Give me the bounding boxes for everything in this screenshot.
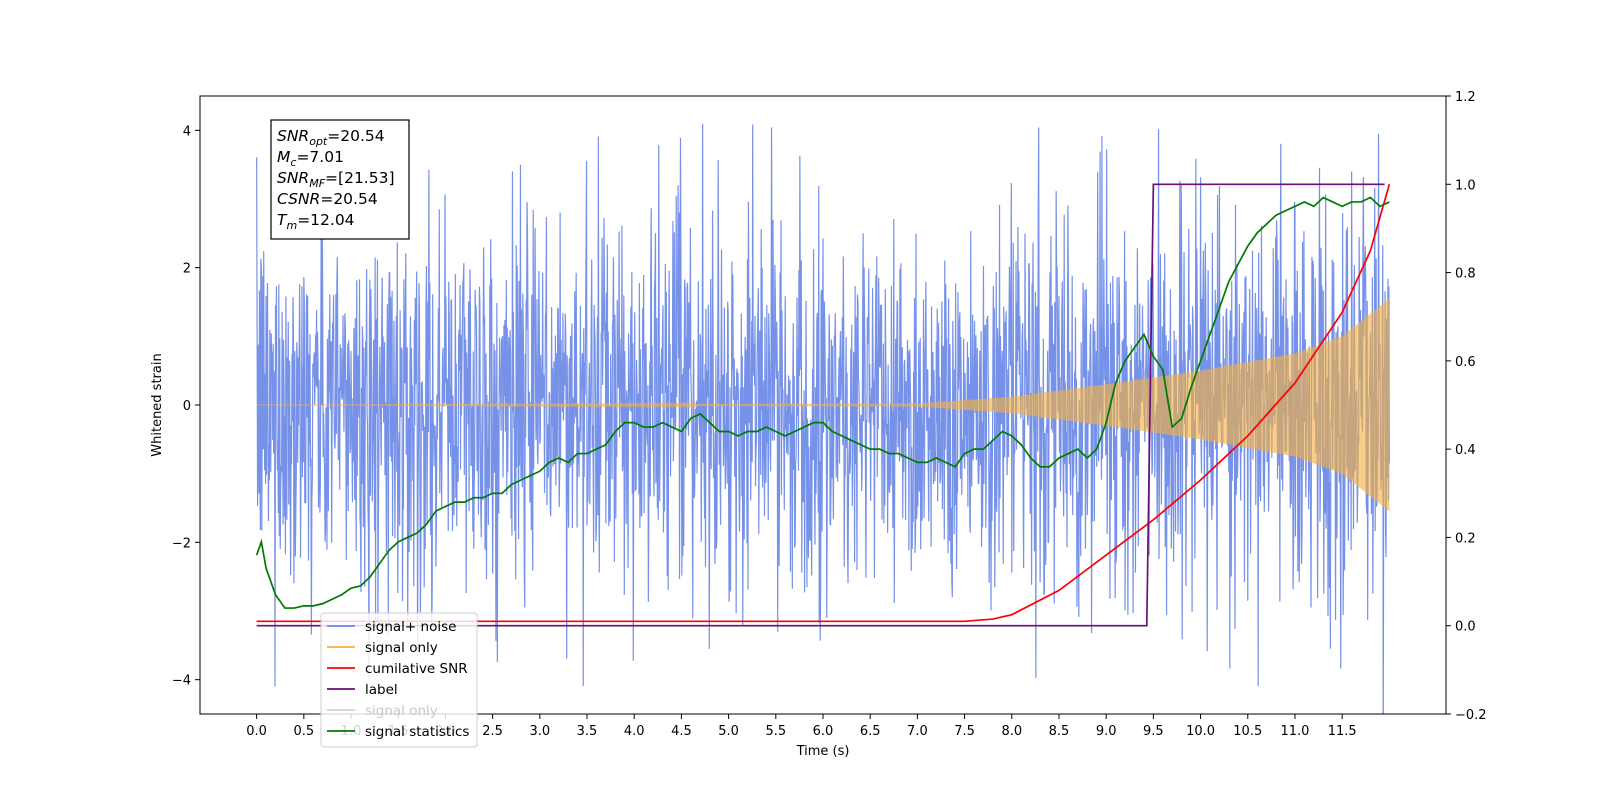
y2-tick-label: 1.2 [1455, 90, 1476, 105]
x-tick-label: 0.0 [246, 724, 267, 739]
y2-tick-label: 0.8 [1455, 267, 1476, 282]
x-tick-label: 0.5 [293, 724, 314, 739]
series-line-signal-statistics [255, 196, 1390, 609]
plot-area [255, 123, 1391, 714]
x-tick-label: 9.0 [1096, 724, 1117, 739]
x-tick-label: 4.5 [671, 724, 692, 739]
legend-frame [320, 612, 478, 748]
legend: signal+ noise signal only cumilative SNR la… [320, 612, 478, 748]
x-tick-label: 7.0 [907, 724, 928, 739]
y-axis-title: Whitened strain [150, 353, 165, 456]
series-line-label [256, 183, 1385, 627]
y2-tick-label: 0.4 [1455, 443, 1476, 458]
y2-tick-label: 1.0 [1455, 178, 1476, 193]
y-tick-label: 2 [183, 262, 191, 277]
y2-tick-label: 0.2 [1455, 531, 1476, 546]
y-axis-left: −4 −2 0 2 4 [172, 124, 200, 689]
info-line: Tm=12.04 [277, 211, 355, 232]
legend-label: label [365, 682, 398, 698]
y-tick-label: −2 [172, 536, 191, 551]
info-box: SNRopt=20.54Mc=7.01SNRMF=[21.53]CSNR=20.… [270, 119, 410, 240]
y2-tick-label: −0.2 [1455, 708, 1487, 723]
series-line-signal-only [256, 298, 1390, 512]
x-tick-label: 5.5 [765, 724, 786, 739]
info-line: SNRopt=20.54 [277, 127, 385, 148]
x-tick-label: 6.0 [813, 724, 834, 739]
info-line: CSNR=20.54 [277, 190, 378, 208]
x-axis-title: Time (s) [796, 744, 850, 759]
info-line: Mc=7.01 [277, 148, 344, 169]
x-tick-label: 8.0 [1001, 724, 1022, 739]
y2-tick-label: 0.0 [1455, 620, 1476, 635]
y-tick-label: −4 [172, 674, 191, 689]
y-tick-label: 4 [183, 124, 191, 139]
series-line-cumilative-snr [256, 184, 1391, 623]
x-tick-label: 9.5 [1143, 724, 1164, 739]
x-tick-label: 5.0 [718, 724, 739, 739]
x-tick-label: 11.0 [1280, 724, 1309, 739]
y2-tick-label: 0.6 [1455, 355, 1476, 370]
x-tick-label: 8.5 [1049, 724, 1070, 739]
info-box-frame [270, 119, 410, 240]
legend-label: signal+ noise [365, 619, 456, 635]
series-line-signal-noise [256, 123, 1390, 714]
x-tick-label: 10.0 [1186, 724, 1215, 739]
legend-label: cumilative SNR [365, 661, 468, 677]
info-line: SNRMF=[21.53] [277, 169, 395, 190]
legend-label: signal only [365, 703, 438, 719]
x-tick-label: 3.5 [577, 724, 598, 739]
y-tick-label: 0 [183, 399, 191, 414]
x-tick-label: 7.5 [954, 724, 975, 739]
x-tick-label: 3.0 [529, 724, 550, 739]
x-tick-label: 10.5 [1233, 724, 1262, 739]
x-tick-label: 11.5 [1328, 724, 1357, 739]
x-tick-label: 6.5 [860, 724, 881, 739]
x-tick-label: 2.5 [482, 724, 503, 739]
x-axis: 0.00.51.01.52.02.53.03.54.04.55.05.56.06… [246, 714, 1357, 739]
legend-label: signal only [365, 640, 438, 656]
legend-label: signal statistics [365, 724, 469, 740]
y-axis-right: −0.2 0.0 0.2 0.4 0.6 0.8 1.0 1.2 [1446, 90, 1487, 723]
x-tick-label: 4.0 [624, 724, 645, 739]
